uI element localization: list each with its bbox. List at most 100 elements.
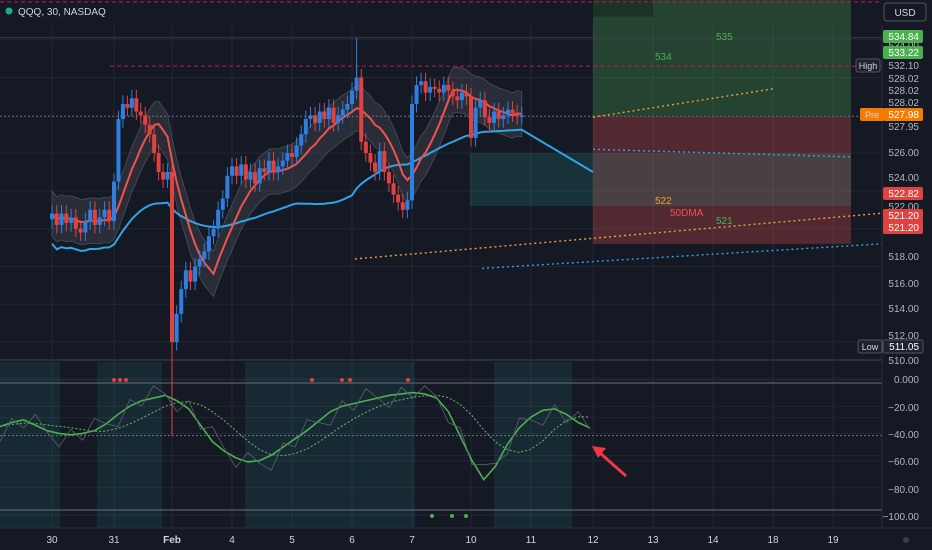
candle-body [350, 90, 354, 104]
time-tick-label: 7 [409, 535, 415, 546]
candle-body [69, 217, 74, 224]
time-axis-bg [0, 528, 932, 550]
candle-body [64, 213, 69, 224]
price-badge-text: 533.22 [888, 48, 919, 59]
candle [455, 87, 460, 109]
price-tick-label: 516.00 [888, 279, 919, 290]
candle-body [410, 103, 414, 201]
candle-body [97, 217, 102, 225]
candle [220, 189, 225, 219]
candle [73, 208, 78, 238]
osc-signal-dot-red [310, 378, 314, 382]
osc-signal-dot-green [464, 514, 468, 518]
osc-shade-0 [0, 362, 60, 528]
candle-body [345, 103, 350, 110]
time-tick-label: 11 [526, 535, 537, 546]
price-tick-label: 526.00 [888, 148, 919, 159]
candle-body [211, 228, 216, 237]
price-badge: 533.22 [883, 46, 923, 59]
candle-body [230, 166, 234, 176]
time-tick-label: 12 [587, 535, 599, 546]
candle [152, 125, 157, 162]
candle-body [437, 88, 442, 93]
candle [459, 84, 464, 109]
target-band [470, 153, 851, 207]
time-tick-label: 30 [46, 535, 58, 546]
price-badge-text: 511.05 [889, 342, 919, 353]
price-badge-bg [883, 209, 923, 222]
osc-tick-label: −100.00 [883, 512, 920, 523]
price-tick-label: 528.02 [888, 74, 919, 85]
candle-body [322, 111, 327, 120]
candle-body [262, 168, 267, 172]
osc-signal-dot-green [430, 514, 434, 518]
candle-body [446, 85, 451, 91]
candle-body [396, 194, 401, 203]
candle [147, 116, 152, 143]
currency-button[interactable]: USD [883, 2, 927, 22]
time-tick-label: 31 [108, 535, 120, 546]
candle [322, 103, 327, 128]
osc-signal-dot-red [406, 378, 410, 382]
price-tag: Low [857, 339, 883, 354]
level-label-522: 522 [655, 196, 672, 207]
osc-shade-1 [97, 362, 162, 528]
price-badge-bg [883, 108, 923, 121]
candle [107, 201, 112, 230]
candle-body [363, 141, 368, 154]
candle [88, 201, 93, 230]
candle-body [248, 172, 253, 180]
candle [496, 103, 501, 128]
level-label-535: 535 [716, 32, 733, 43]
candle [386, 163, 391, 192]
price-badge-bg [882, 339, 924, 354]
candle [116, 110, 121, 190]
candle [216, 201, 221, 238]
profit-zone [593, 0, 851, 117]
price-badge: 534.84 [883, 30, 923, 43]
candle-body [165, 172, 170, 180]
time-tick-label: 5 [289, 535, 295, 546]
osc-signal-dot-red [348, 378, 352, 382]
candle-body [308, 115, 313, 120]
candle-body [473, 107, 478, 138]
candle [359, 68, 364, 151]
candle-body [107, 209, 112, 222]
candle-series [50, 37, 524, 436]
currency-label: USD [894, 8, 915, 19]
candle-body [253, 172, 258, 184]
candle-body [432, 86, 437, 89]
candle [285, 144, 290, 170]
ma-slow-line [51, 128, 594, 252]
trend-line-orange-upper [592, 88, 774, 118]
price-badge-bg [883, 187, 923, 200]
osc-signal-dot-red [340, 378, 344, 382]
candle [331, 99, 336, 132]
candle [188, 261, 193, 291]
time-tick-label: Feb [163, 535, 181, 546]
candle-body [285, 153, 290, 161]
candle-body [386, 172, 391, 184]
candle-body [428, 86, 433, 93]
candle [303, 110, 308, 143]
candle-body [373, 162, 378, 172]
candle [326, 99, 331, 128]
trend-line-blue [481, 243, 883, 270]
candle-body [299, 134, 304, 146]
candle-body [276, 166, 281, 172]
candle-body [179, 289, 184, 314]
candle-body [487, 117, 492, 123]
time-tick-label: 13 [647, 535, 659, 546]
candle-body [183, 270, 188, 290]
candle [441, 76, 446, 102]
symbol-title: QQQ, 30, NASDAQ [18, 7, 106, 18]
candle [478, 91, 483, 117]
oscillator-pane [0, 362, 882, 528]
candle-body [340, 109, 345, 116]
candle [253, 163, 258, 192]
osc-signal-dot-red [112, 378, 116, 382]
settings-icon[interactable] [903, 537, 909, 543]
candle [396, 186, 401, 211]
candle [206, 227, 211, 260]
